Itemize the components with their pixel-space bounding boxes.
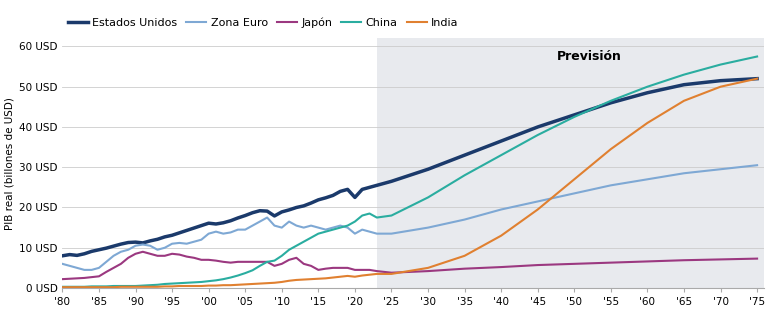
Legend: Estados Unidos, Zona Euro, Japón, China, India: Estados Unidos, Zona Euro, Japón, China,…	[68, 17, 459, 28]
Y-axis label: PIB real (billones de USD): PIB real (billones de USD)	[5, 97, 15, 230]
Bar	[377, 38, 771, 288]
Text: Previsión: Previsión	[556, 51, 622, 63]
